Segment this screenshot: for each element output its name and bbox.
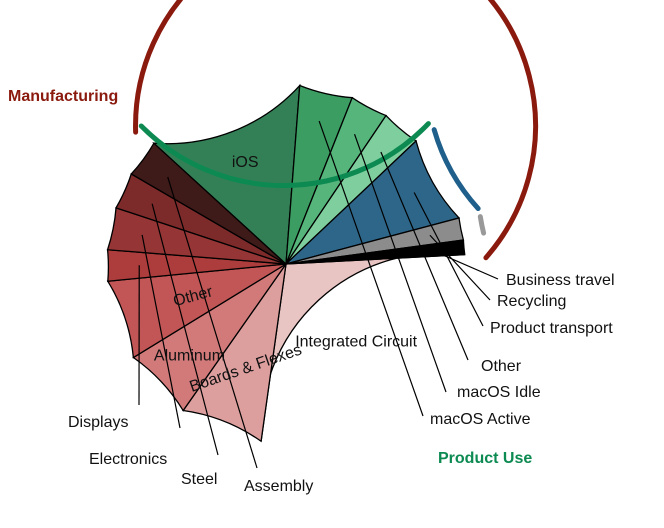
- group-label-manufacturing: Manufacturing: [8, 88, 118, 105]
- group-arc-manufacturing: [133, 0, 538, 261]
- slice-label-macos-idle-10: macOS Idle: [457, 384, 541, 401]
- group-label-product-use: Product Use: [438, 450, 532, 467]
- group-arc-product-transport: [431, 127, 481, 212]
- slice-label-macos-active-9: macOS Active: [430, 411, 531, 428]
- leader-line-product-transport-12: [413, 192, 484, 327]
- slice-label-recycling-13: Recycling: [497, 293, 566, 310]
- slice-label-other-11: Other: [481, 358, 522, 375]
- leader-line-other-11: [380, 151, 469, 361]
- slice-label-integrated-circuit-0: Integrated Circuit: [295, 334, 417, 351]
- slice-label-product-transport-12: Product transport: [490, 320, 613, 337]
- slice-label-displays-4: Displays: [68, 414, 128, 431]
- slice-label-steel-6: Steel: [181, 471, 217, 488]
- leader-line-recycling-13: [429, 234, 491, 301]
- group-arc-product-use: [138, 121, 431, 189]
- group-arc-recycling: [477, 214, 487, 236]
- slice-label-electronics-5: Electronics: [89, 451, 167, 468]
- leader-line-business-travel-14: [431, 249, 499, 280]
- slice-label-assembly-7: Assembly: [244, 478, 313, 495]
- leader-line-macos-idle-10: [353, 134, 447, 393]
- leader-lines: [138, 120, 499, 469]
- slice-label-aluminum-2: Aluminum: [154, 348, 225, 365]
- leader-line-electronics-5: [141, 234, 181, 429]
- leader-line-macos-active-9: [318, 120, 424, 417]
- slice-label-ios-8: iOS: [232, 154, 259, 171]
- leader-line-steel-6: [151, 203, 219, 456]
- group-arcs: [133, 0, 538, 261]
- leader-line-assembly-7: [167, 176, 258, 469]
- slice-label-business-travel-14: Business travel: [506, 272, 615, 289]
